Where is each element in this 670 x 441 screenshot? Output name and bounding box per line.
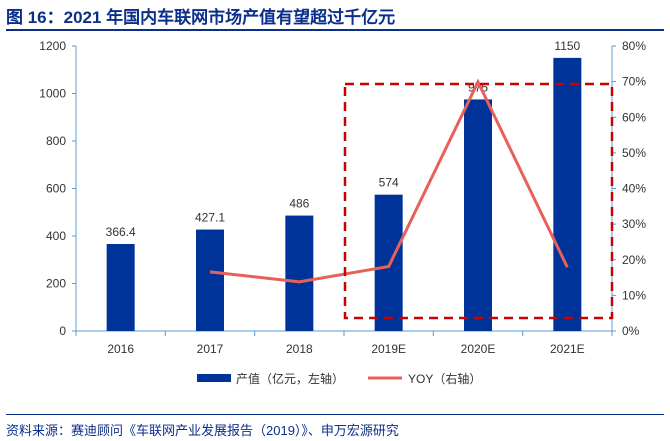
x-tick-label: 2020E xyxy=(461,342,496,356)
right-tick-label: 60% xyxy=(622,110,646,124)
bar-label: 366.4 xyxy=(106,225,136,239)
right-tick-label: 40% xyxy=(622,182,646,196)
legend-bar-label: 产值（亿元，左轴） xyxy=(236,371,344,386)
left-tick-label: 1200 xyxy=(39,39,66,53)
bar xyxy=(196,229,224,331)
bar-label: 427.1 xyxy=(195,211,225,225)
left-tick-label: 400 xyxy=(46,229,66,243)
x-tick-label: 2021E xyxy=(550,342,585,356)
right-tick-label: 10% xyxy=(622,288,646,302)
bar xyxy=(106,243,135,331)
highlight-box xyxy=(343,82,614,320)
legend-bar-swatch xyxy=(197,374,231,382)
bar xyxy=(285,215,314,331)
source-rule xyxy=(6,414,664,415)
x-tick-label: 2019E xyxy=(371,342,406,356)
yoy-line xyxy=(209,78,569,284)
bar-label: 574 xyxy=(379,176,399,190)
right-tick-label: 80% xyxy=(622,39,646,53)
left-tick-label: 200 xyxy=(46,277,66,291)
legend-line-label: YOY（右轴） xyxy=(408,371,481,386)
right-tick-label: 0% xyxy=(622,324,640,338)
right-tick-label: 50% xyxy=(622,146,646,160)
bar xyxy=(464,99,492,331)
x-tick-label: 2018 xyxy=(286,342,313,356)
bar xyxy=(374,194,403,331)
chart-title: 图 16：2021 年国内车联网市场产值有望超过千亿元 xyxy=(6,8,396,27)
x-tick-label: 2016 xyxy=(107,342,134,356)
left-tick-label: 1000 xyxy=(39,87,66,101)
bar-label: 1150 xyxy=(554,39,580,53)
bar-label: 486 xyxy=(289,197,309,211)
source-note: 资料来源：赛迪顾问《车联网产业发展报告（2019）》、申万宏源研究 xyxy=(6,423,399,438)
title-rule xyxy=(6,29,664,31)
left-tick-label: 800 xyxy=(46,134,66,148)
right-tick-label: 20% xyxy=(622,253,646,267)
right-tick-label: 30% xyxy=(622,217,646,231)
right-tick-label: 70% xyxy=(622,75,646,89)
x-tick-label: 2017 xyxy=(197,342,224,356)
left-tick-label: 600 xyxy=(46,182,66,196)
bar xyxy=(553,57,582,331)
left-tick-label: 0 xyxy=(59,324,66,338)
